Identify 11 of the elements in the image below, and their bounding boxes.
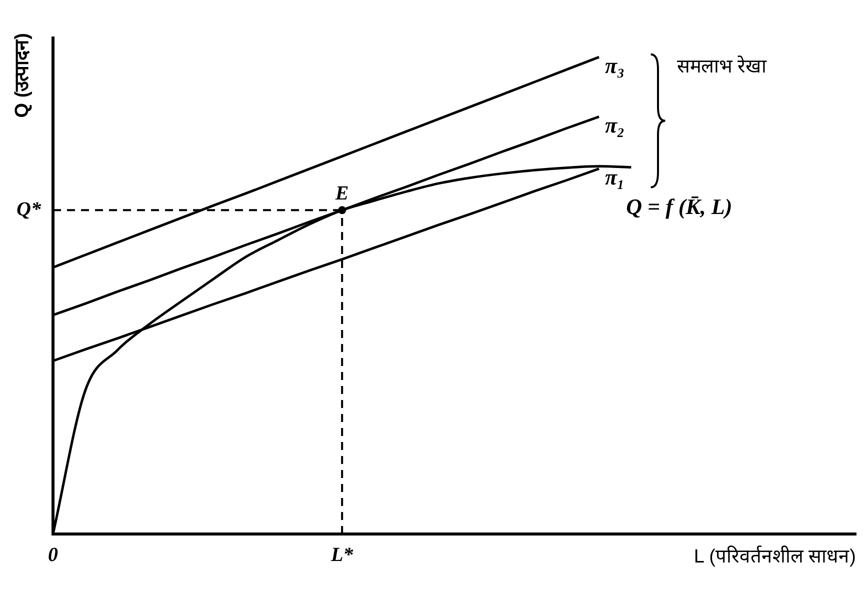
x-axis-title: L (परिवर्तनशील साधन) <box>694 544 856 568</box>
x-tick-label: L* <box>330 544 354 566</box>
ref-line-label: Q* <box>16 198 42 220</box>
series-label: π₂ <box>605 112 625 138</box>
series-label: π₃ <box>605 52 625 78</box>
annotation: E <box>334 182 349 204</box>
y-axis-title: Q (उत्पादन) <box>12 33 34 118</box>
annotation: समलाभ रेखा <box>677 54 768 78</box>
x-tick-label: 0 <box>48 544 58 566</box>
series-label: π₁ <box>605 164 625 190</box>
series-label: Q = f (K̄, L) <box>626 194 732 219</box>
